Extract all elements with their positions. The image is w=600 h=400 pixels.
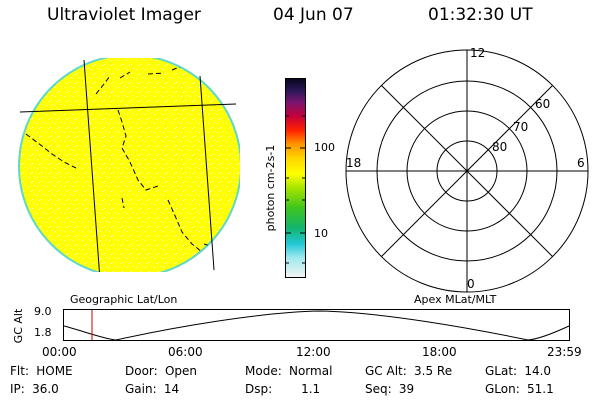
colorbar-tick-10: 10 bbox=[314, 227, 328, 240]
observation-date: 04 Jun 07 bbox=[273, 5, 354, 25]
polar-plot bbox=[345, 49, 589, 293]
time-label-0000: 00:00 bbox=[42, 345, 77, 359]
status-ip: IP: 36.0 bbox=[10, 382, 59, 396]
altitude-ytick-1-8: 1.8 bbox=[34, 326, 52, 339]
status-dsp: Dsp: 1.1 bbox=[245, 382, 321, 396]
apex-caption: Apex MLat/MLT bbox=[414, 293, 497, 306]
mlat-label-80: 80 bbox=[492, 140, 508, 154]
altitude-plot bbox=[63, 309, 570, 341]
earth-disk bbox=[18, 58, 240, 272]
time-label-2359: 23:59 bbox=[547, 345, 582, 359]
time-label-1200: 12:00 bbox=[296, 345, 331, 359]
altitude-curve bbox=[63, 310, 570, 341]
altitude-ytick-9: 9.0 bbox=[34, 305, 52, 318]
mlt-label-12: 12 bbox=[470, 46, 486, 60]
lat-lon-grid bbox=[19, 59, 237, 272]
status-flt: Flt: HOME bbox=[10, 364, 73, 378]
time-label-0600: 06:00 bbox=[168, 345, 203, 359]
colorbar-tick-100: 100 bbox=[314, 141, 335, 154]
colorbar-unit-label: photon cm-2s-1 bbox=[264, 144, 277, 232]
colorbar bbox=[285, 78, 306, 278]
earth-image bbox=[18, 58, 240, 272]
mlt-label-0: 0 bbox=[467, 277, 475, 291]
mlt-label-6: 6 bbox=[577, 156, 585, 170]
mlt-label-18: 18 bbox=[346, 156, 362, 170]
status-seq: Seq: 39 bbox=[365, 382, 415, 396]
geographic-caption: Geographic Lat/Lon bbox=[70, 293, 178, 306]
instrument-title: Ultraviolet Imager bbox=[47, 5, 201, 25]
status-glon: GLon: 51.1 bbox=[485, 382, 554, 396]
status-gc-alt: GC Alt: 3.5 Re bbox=[365, 364, 453, 378]
mlat-label-60: 60 bbox=[535, 97, 551, 111]
status-mode: Mode: Normal bbox=[245, 364, 333, 378]
status-glat: GLat: 14.0 bbox=[485, 364, 552, 378]
mlat-label-70: 70 bbox=[513, 120, 529, 134]
status-gain: Gain: 14 bbox=[125, 382, 180, 396]
altitude-axis-label: GC Alt bbox=[12, 308, 25, 344]
status-door: Door: Open bbox=[125, 364, 197, 378]
observation-time: 01:32:30 UT bbox=[428, 5, 533, 25]
time-label-1800: 18:00 bbox=[422, 345, 457, 359]
